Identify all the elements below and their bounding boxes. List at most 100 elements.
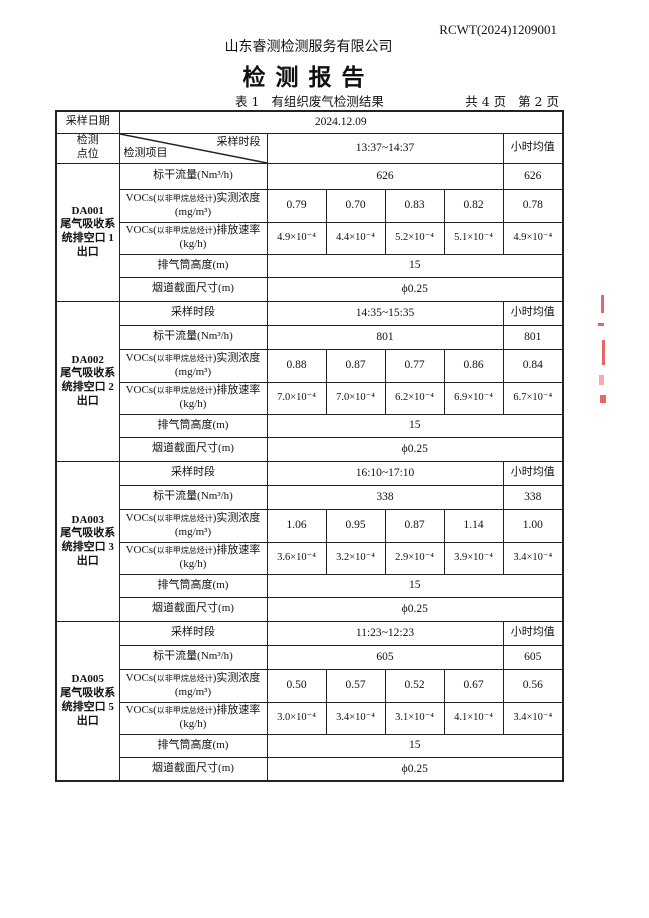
concentration-label: VOCs(以非甲烷总烃计)实测浓度 (mg/m³) bbox=[118, 508, 268, 543]
period-value: 16:10~17:10 bbox=[266, 460, 504, 486]
rate-value: 3.1×10⁻⁴ bbox=[384, 701, 445, 735]
concentration-value: 0.87 bbox=[384, 508, 445, 543]
period-row: DA003 尾气吸收系统排空口 3 出口 采样时段 16:10~17:10 小时均值 bbox=[55, 460, 564, 622]
concentration-row: VOCs(以非甲烷总烃计)实测浓度 (mg/m³) 0.50 0.57 0.52 0.67… bbox=[56, 668, 564, 703]
rate-value: 3.0×10⁻⁴ bbox=[266, 701, 327, 735]
concentration-value: 0.95 bbox=[325, 508, 386, 543]
table-caption: 表 1 有组织废气检测结果 bbox=[235, 94, 384, 109]
rate-label: VOCs(以非甲烷总烃计)排放速率 (kg/h) bbox=[118, 701, 268, 735]
period-label: 采样时段 bbox=[118, 460, 268, 486]
voc-suffix: )排放速率 bbox=[212, 224, 261, 237]
concentration-avg: 0.84 bbox=[502, 348, 564, 383]
hourly-avg-label: 小时均值 bbox=[502, 460, 564, 486]
flow-row: DA001 尾气吸收系统排空口 1 出口 标干流量(Nm³/h) 626 626 bbox=[55, 162, 564, 302]
point-cell: DA001 尾气吸收系统排空口 1 出口 bbox=[55, 162, 120, 302]
stack-height-label: 排气筒高度(m) bbox=[118, 733, 268, 758]
point-cell: DA003 尾气吸收系统排空口 3 出口 bbox=[55, 460, 120, 622]
period-label: 采样时段 bbox=[216, 135, 261, 148]
flow-value: 338 bbox=[266, 484, 504, 510]
rate-value: 3.2×10⁻⁴ bbox=[325, 541, 386, 575]
duct-size-row: 烟道截面尺寸(m) ϕ0.25 bbox=[56, 436, 564, 462]
concentration-value: 0.57 bbox=[325, 668, 386, 703]
unit: (mg/m³) bbox=[174, 205, 212, 218]
rate-label: VOCs(以非甲烷总烃计)排放速率 (kg/h) bbox=[118, 221, 268, 255]
duct-size-row: 烟道截面尺寸(m) ϕ0.25 bbox=[56, 756, 564, 782]
unit: (mg/m³) bbox=[174, 525, 212, 538]
concentration-value: 0.67 bbox=[443, 668, 504, 703]
period-row: DA002 尾气吸收系统排空口 2 出口 采样时段 14:35~15:35 小时均值 bbox=[55, 300, 564, 462]
point-name: DA003 尾气吸收系统排空口 3 出口 bbox=[60, 513, 116, 567]
point-cell: DA005 尾气吸收系统排空口 5 出口 bbox=[55, 620, 120, 782]
duct-size-label: 烟道截面尺寸(m) bbox=[118, 436, 268, 462]
header-row: 检测 点位 采样时段 检测项目 13:37~14:37 小时均值 bbox=[55, 132, 564, 164]
flow-value: 605 bbox=[266, 644, 504, 670]
flow-label: 标干流量(Nm³/h) bbox=[118, 324, 268, 350]
point-name: DA005 尾气吸收系统排空口 5 出口 bbox=[60, 673, 116, 727]
report-number: RCWT(2024)1209001 bbox=[439, 22, 557, 37]
date-row: 采样日期 2024.12.09 bbox=[55, 110, 564, 134]
voc-prefix: VOCs( bbox=[125, 511, 157, 524]
concentration-value: 0.50 bbox=[266, 668, 327, 703]
item-label: 检测项目 bbox=[123, 146, 168, 159]
hourly-avg-label: 小时均值 bbox=[502, 620, 564, 646]
concentration-avg: 1.00 bbox=[502, 508, 564, 543]
stack-height-label: 排气筒高度(m) bbox=[118, 253, 268, 278]
rate-row: VOCs(以非甲烷总烃计)排放速率 (kg/h) 3.0×10⁻⁴ 3.4×10⁻⁴ 3… bbox=[56, 701, 564, 735]
rate-value: 5.2×10⁻⁴ bbox=[384, 221, 445, 255]
rate-label: VOCs(以非甲烷总烃计)排放速率 (kg/h) bbox=[118, 381, 268, 415]
flow-label: 标干流量(Nm³/h) bbox=[118, 484, 268, 510]
stack-height-row: 排气筒高度(m) 15 bbox=[56, 253, 564, 278]
voc-note: 以非甲烷总烃计 bbox=[156, 386, 213, 396]
voc-prefix: VOCs( bbox=[125, 704, 157, 717]
concentration-row: VOCs(以非甲烷总烃计)实测浓度 (mg/m³) 1.06 0.95 0.87 1.14… bbox=[56, 508, 564, 543]
stamp-mark bbox=[596, 295, 610, 410]
stack-height-row: 排气筒高度(m) 15 bbox=[56, 573, 564, 598]
rate-label: VOCs(以非甲烷总烃计)排放速率 (kg/h) bbox=[118, 541, 268, 575]
concentration-label: VOCs(以非甲烷总烃计)实测浓度 (mg/m³) bbox=[118, 668, 268, 703]
stack-height-label: 排气筒高度(m) bbox=[118, 413, 268, 438]
diagonal-line bbox=[120, 134, 267, 163]
duct-size-value: ϕ0.25 bbox=[266, 436, 564, 462]
duct-size-row: 烟道截面尺寸(m) ϕ0.25 bbox=[56, 276, 564, 302]
date-label: 采样日期 bbox=[55, 110, 120, 134]
voc-note: 以非甲烷总烃计 bbox=[156, 673, 213, 683]
flow-avg: 626 bbox=[502, 162, 564, 190]
voc-note: 以非甲烷总烃计 bbox=[156, 353, 213, 363]
concentration-avg: 0.78 bbox=[502, 188, 564, 223]
flow-label: 标干流量(Nm³/h) bbox=[118, 162, 268, 190]
period-label: 采样时段 bbox=[118, 620, 268, 646]
rate-row: VOCs(以非甲烷总烃计)排放速率 (kg/h) 7.0×10⁻⁴ 7.0×10⁻⁴ 6… bbox=[56, 381, 564, 415]
concentration-value: 1.14 bbox=[443, 508, 504, 543]
concentration-row: VOCs(以非甲烷总烃计)实测浓度 (mg/m³) 0.88 0.87 0.77 0.86… bbox=[56, 348, 564, 383]
voc-suffix: )排放速率 bbox=[212, 384, 261, 397]
rate-value: 4.9×10⁻⁴ bbox=[266, 221, 327, 255]
voc-note: 以非甲烷总烃计 bbox=[156, 513, 213, 523]
voc-note: 以非甲烷总烃计 bbox=[156, 706, 213, 716]
flow-value: 626 bbox=[266, 162, 504, 190]
concentration-value: 0.82 bbox=[443, 188, 504, 223]
voc-prefix: VOCs( bbox=[125, 191, 157, 204]
flow-row: 标干流量(Nm³/h) 338 338 bbox=[56, 484, 564, 510]
hourly-avg-label: 小时均值 bbox=[502, 132, 564, 164]
period-row: DA005 尾气吸收系统排空口 5 出口 采样时段 11:23~12:23 小时均值 bbox=[55, 620, 564, 782]
voc-suffix: )实测浓度 bbox=[212, 351, 261, 364]
flow-avg: 605 bbox=[502, 644, 564, 670]
point-name: DA001 尾气吸收系统排空口 1 出口 bbox=[60, 204, 116, 258]
rate-value: 3.9×10⁻⁴ bbox=[443, 541, 504, 575]
voc-note: 以非甲烷总烃计 bbox=[156, 546, 213, 556]
voc-suffix: )实测浓度 bbox=[212, 511, 261, 524]
period-label: 采样时段 bbox=[118, 300, 268, 326]
voc-prefix: VOCs( bbox=[125, 224, 157, 237]
duct-size-value: ϕ0.25 bbox=[266, 596, 564, 622]
concentration-value: 0.87 bbox=[325, 348, 386, 383]
stack-height-label: 排气筒高度(m) bbox=[118, 573, 268, 598]
page-indicator: 共 4 页 第 2 页 bbox=[465, 94, 559, 109]
voc-prefix: VOCs( bbox=[125, 384, 157, 397]
stack-height-value: 15 bbox=[266, 413, 564, 438]
voc-suffix: )实测浓度 bbox=[212, 191, 261, 204]
duct-size-label: 烟道截面尺寸(m) bbox=[118, 756, 268, 782]
voc-prefix: VOCs( bbox=[125, 544, 157, 557]
concentration-label: VOCs(以非甲烷总烃计)实测浓度 (mg/m³) bbox=[118, 188, 268, 223]
stack-height-row: 排气筒高度(m) 15 bbox=[56, 413, 564, 438]
unit: (kg/h) bbox=[179, 238, 207, 250]
